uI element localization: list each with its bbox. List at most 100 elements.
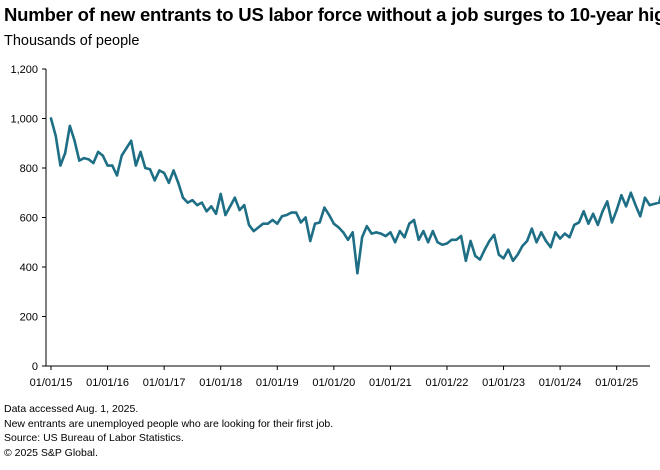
data-point — [181, 196, 185, 199]
data-point — [177, 181, 180, 185]
data-point — [304, 216, 307, 219]
data-point — [106, 164, 109, 167]
footer-notes: Data accessed Aug. 1, 2025. New entrants… — [4, 402, 333, 460]
data-point — [346, 238, 350, 241]
data-point — [558, 237, 562, 240]
data-point — [398, 229, 402, 233]
data-point — [544, 239, 548, 243]
data-point — [342, 231, 345, 234]
data-point — [299, 221, 303, 224]
x-tick-label: 01/01/19 — [256, 377, 299, 389]
data-point — [568, 236, 571, 239]
data-point — [502, 257, 505, 260]
data-point — [379, 232, 383, 235]
data-point — [577, 221, 581, 224]
series-line — [49, 117, 660, 275]
data-point — [351, 231, 354, 234]
data-point — [294, 211, 298, 214]
data-point — [422, 229, 425, 233]
data-point — [92, 161, 95, 165]
data-point — [332, 222, 336, 225]
data-point — [563, 232, 567, 235]
data-point — [573, 223, 576, 227]
data-point — [186, 201, 189, 204]
data-point — [276, 222, 279, 225]
data-point — [615, 208, 618, 212]
data-point — [455, 238, 458, 241]
data-point — [243, 203, 246, 207]
data-point — [54, 134, 57, 138]
data-point — [257, 226, 260, 229]
y-tick-label: 1,200 — [10, 64, 38, 76]
data-point — [469, 239, 472, 243]
data-point — [360, 236, 364, 239]
x-tick-label: 01/01/25 — [595, 377, 638, 389]
data-point — [591, 212, 595, 215]
data-point — [233, 196, 237, 199]
data-point — [657, 201, 660, 204]
data-point — [535, 241, 538, 244]
data-point — [417, 238, 420, 241]
data-point — [634, 203, 637, 207]
data-point — [492, 233, 496, 237]
data-point — [629, 191, 633, 194]
data-point — [601, 210, 604, 213]
data-point — [309, 239, 312, 243]
x-tick-label: 01/01/20 — [312, 377, 355, 389]
x-tick-label: 01/01/16 — [86, 377, 129, 389]
data-point — [191, 198, 194, 202]
data-point — [445, 242, 449, 245]
data-point — [219, 192, 222, 196]
data-point — [148, 168, 152, 171]
data-point — [582, 210, 585, 213]
data-point — [200, 201, 204, 204]
data-point — [87, 158, 90, 161]
data-point — [436, 241, 439, 244]
data-point — [511, 259, 515, 263]
x-tick-label: 01/01/15 — [30, 377, 73, 389]
data-point — [313, 222, 317, 225]
data-point — [167, 181, 171, 185]
data-point — [653, 202, 656, 206]
footer-copyright: © 2025 S&P Global. — [4, 446, 98, 459]
y-axis-ticks: 0 200 400 600 800 1,000 1,200 — [10, 64, 46, 373]
data-point — [521, 244, 524, 248]
footer-definition-note: New entrants are unemployed people who a… — [4, 417, 334, 430]
line-chart: 0 200 400 600 800 1,000 1,200 01/01/15 01/01/16… — [10, 64, 660, 389]
data-point — [478, 258, 482, 261]
data-point — [365, 224, 369, 228]
data-point — [525, 239, 529, 243]
data-point — [158, 169, 161, 172]
data-point — [290, 211, 293, 214]
data-point — [356, 271, 359, 275]
data-point — [403, 236, 406, 239]
data-point — [68, 124, 72, 128]
data-point — [214, 212, 218, 215]
data-point — [49, 117, 53, 120]
data-point — [224, 213, 227, 217]
data-point — [205, 210, 208, 213]
data-point — [431, 229, 435, 233]
data-point — [318, 221, 321, 224]
x-tick-label: 01/01/23 — [482, 377, 525, 389]
data-point — [327, 213, 331, 217]
data-point — [144, 166, 147, 170]
data-point — [261, 222, 265, 225]
data-point — [337, 226, 340, 229]
chart-subtitle: Thousands of people — [4, 33, 140, 49]
data-point — [125, 147, 128, 150]
data-point — [587, 222, 590, 225]
data-point — [488, 239, 491, 243]
data-point — [78, 159, 81, 162]
data-point — [238, 208, 241, 212]
data-point — [426, 241, 430, 244]
data-point — [96, 150, 100, 154]
data-point — [497, 253, 501, 256]
data-point — [639, 215, 642, 218]
data-point — [549, 246, 552, 249]
data-point — [195, 203, 199, 207]
data-point — [530, 227, 534, 230]
data-point — [111, 164, 114, 167]
data-point — [516, 253, 519, 256]
data-point — [554, 231, 557, 234]
